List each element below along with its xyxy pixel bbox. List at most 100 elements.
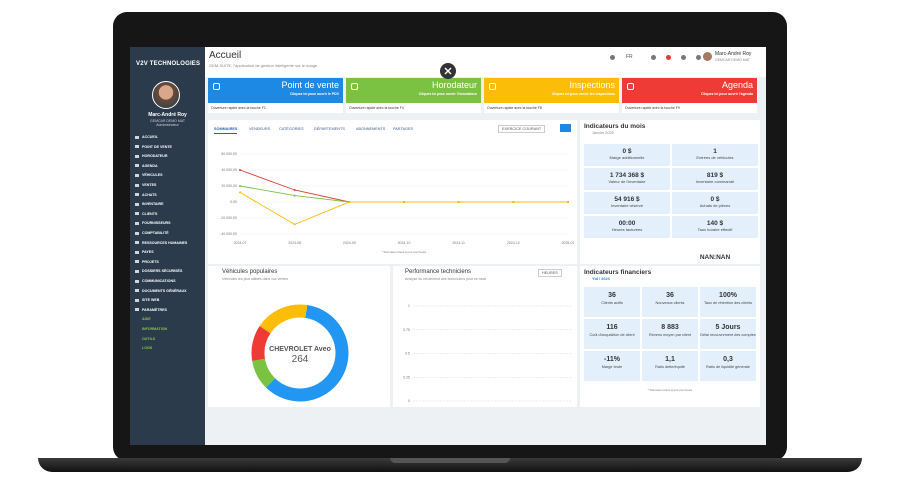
tile[interactable]: Inspections Cliquez ici pour ouvrir les i…	[484, 78, 619, 103]
avatar	[152, 81, 180, 109]
point	[567, 201, 569, 203]
menu-item[interactable]: COMPTABILITÉ	[142, 231, 169, 235]
menu-item[interactable]: INFORMATION	[142, 327, 168, 331]
tile-shortcut: Ouverture rapide avec la touche F1	[211, 106, 266, 110]
menu-item[interactable]: INVENTAIRE	[142, 202, 164, 207]
panel-subtitle: Analyse du rendement des techniciens pou…	[405, 277, 487, 281]
point	[239, 191, 241, 194]
menu-icon	[135, 202, 139, 206]
menu-item[interactable]: OUTILS	[142, 336, 156, 341]
kpi-value: 5 Jours	[715, 324, 741, 332]
tile-hint: Cliquez ici pour ouvrir le PDV	[289, 92, 339, 96]
donut-segment	[251, 326, 271, 361]
header-icon[interactable]	[651, 55, 656, 60]
kpi-value: 54 916 $	[614, 195, 640, 203]
close-button[interactable]	[440, 63, 456, 79]
point	[239, 185, 241, 187]
menu-item[interactable]: VENTES	[142, 183, 157, 187]
tile[interactable]: Agenda Cliquez ici pour ouvrir l'agenda	[622, 78, 757, 103]
tile-title: Inspections	[569, 80, 615, 90]
tile[interactable]: Horodateur Cliquez ici pour ouvrir l'horo…	[346, 78, 481, 103]
menu-item[interactable]: ACHATS	[142, 192, 157, 197]
menu-icon	[135, 145, 139, 149]
performance-chart: 1 0.75 0.5 0.25 0	[403, 304, 571, 403]
kpi-card: 1 734 368 $ Valeur de l'inventaire	[584, 168, 670, 190]
kpi-card: 1 Entrées de véhicules	[672, 144, 758, 166]
hours-button[interactable]: HEURES	[538, 269, 562, 277]
header-icon[interactable]	[681, 55, 686, 60]
kpi-value: 0 $	[622, 147, 632, 155]
kpi-label: Clients actifs	[601, 301, 623, 306]
kpi-label: Inventaire commandé	[695, 179, 735, 185]
kpi-value: 1	[713, 147, 717, 155]
sales-chart: 60 000,00 40 000,00 20 000,00 0,00 -20 000,0…	[220, 152, 574, 254]
tab[interactable]: PARTAGES	[393, 127, 414, 131]
header: Accueil GEM-SUITE, l'application de gesti…	[205, 47, 766, 77]
kpi-card: 0 $ Achats de pièces	[672, 192, 758, 214]
menu-item[interactable]: LOGS	[142, 346, 153, 351]
menu-item[interactable]: ACCUEIL	[142, 135, 158, 139]
menu-item[interactable]: VÉHICULES	[142, 173, 163, 178]
kpi-value: 1 734 368 $	[609, 171, 645, 179]
menu-icon	[135, 135, 139, 139]
y-tick-label: 0.25	[403, 375, 410, 379]
menu-item[interactable]: PAYES	[142, 250, 154, 255]
point	[293, 223, 296, 226]
vehicles-panel: Véhicules populaires Véhicules les plus u…	[208, 266, 390, 407]
company: GEMCAR DEMO MAT	[150, 119, 185, 123]
menu-icon	[135, 164, 139, 168]
tab[interactable]: SOMMAIRES	[214, 127, 238, 134]
filter-button[interactable]	[560, 124, 571, 132]
kpi-label: Marge additionnelle	[609, 155, 645, 161]
donut-segment	[265, 305, 349, 402]
kpi-label: Taux horaire effectif	[697, 227, 733, 233]
x-tick-label: 2024-07	[234, 241, 247, 245]
role: Administrateur	[156, 123, 179, 127]
menu-item[interactable]: HORODATEUR	[142, 154, 168, 159]
menu-icon	[135, 183, 139, 187]
header-icon[interactable]	[666, 55, 671, 60]
menu-item[interactable]: DOCUMENTS GÉNÉRAUX	[142, 288, 187, 293]
kpi-label: Entrées de véhicules	[696, 155, 734, 161]
tab[interactable]: CATÉGORIES	[279, 127, 304, 131]
tile-strip: Ouverture rapide avec la touche F1	[208, 103, 343, 113]
menu-item[interactable]: PARAMÈTRES	[142, 307, 167, 312]
tab[interactable]: ABONNEMENTS	[356, 127, 386, 131]
header-icon[interactable]	[696, 55, 701, 60]
menu-item[interactable]: CLIENTS	[142, 211, 158, 216]
kpi-card: 140 $ Taux horaire effectif	[672, 216, 758, 238]
kpi-card: 819 $ Inventaire commandé	[672, 168, 758, 190]
lang: FR	[626, 54, 633, 60]
tile[interactable]: Point de vente Cliquez ici pour ouvrir le…	[208, 78, 343, 103]
header-icon[interactable]	[610, 55, 615, 60]
menu-item[interactable]: PROJETS	[142, 259, 159, 264]
tile-hint: Cliquez ici pour ouvrir l'horodateur	[418, 92, 477, 96]
kpi-label: Délai recouvrement des comptes	[700, 333, 756, 338]
y-tick-label: -40 000,00	[220, 232, 237, 236]
point	[348, 201, 351, 203]
menu-item[interactable]: POINT DE VENTE	[142, 144, 172, 149]
kpi-value: NAN:NAN	[699, 254, 731, 261]
point	[239, 169, 241, 171]
panel-subtitle: Véhicules les plus utilisés dans vos ven…	[222, 277, 288, 281]
kpi-value: 36	[608, 292, 616, 300]
kpi-card: 100% Taux de rétention des clients	[700, 287, 756, 317]
period-button[interactable]: EXERCICE COURANT	[498, 125, 546, 133]
menu-item[interactable]: RESSOURCES HUMAINES	[142, 240, 188, 245]
menu-item[interactable]: AIDE	[142, 317, 151, 322]
y-tick-label: 0.75	[403, 328, 410, 332]
user-avatar	[703, 52, 712, 61]
menu-item[interactable]: SITE WEB	[142, 298, 160, 303]
menu-item[interactable]: FOURNISSEURS	[142, 221, 171, 226]
menu-item[interactable]: AGENDA	[142, 163, 158, 168]
menu-icon	[135, 154, 139, 158]
menu-item[interactable]: COMMUNICATIONS	[142, 279, 176, 283]
panel-title: Indicateurs financiers	[584, 269, 652, 276]
y-tick-label: 0	[408, 399, 410, 403]
tab[interactable]: VENDEURS	[249, 127, 271, 131]
kpi-card: 36 Clients actifs	[584, 287, 640, 317]
y-tick-label: 0,00	[230, 200, 237, 204]
tab[interactable]: DÉPARTEMENTS	[314, 127, 345, 131]
x-tick-label: 2024-10	[398, 241, 411, 245]
menu-item[interactable]: DOSSIERS SÉCURISÉS	[142, 269, 183, 274]
